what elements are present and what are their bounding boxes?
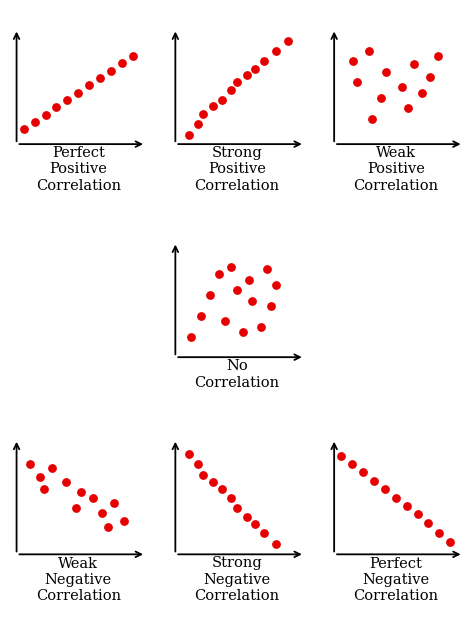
Point: [99, 508, 106, 518]
Point: [89, 492, 97, 502]
Text: Perfect
Positive
Correlation: Perfect Positive Correlation: [36, 146, 121, 193]
Point: [243, 70, 250, 80]
Point: [284, 36, 292, 46]
Text: Strong
Positive
Correlation: Strong Positive Correlation: [194, 146, 280, 193]
Point: [410, 59, 418, 69]
Point: [251, 519, 259, 529]
Point: [96, 73, 104, 83]
Point: [48, 463, 55, 473]
Point: [129, 51, 137, 61]
Point: [257, 322, 265, 332]
Point: [74, 88, 82, 98]
Point: [426, 72, 433, 82]
Point: [264, 264, 271, 274]
Point: [72, 503, 80, 513]
Point: [404, 104, 411, 114]
Point: [233, 285, 241, 295]
Point: [260, 56, 267, 66]
Point: [436, 529, 443, 539]
Point: [64, 95, 71, 105]
Point: [239, 327, 247, 337]
Text: No
Correlation: No Correlation: [194, 359, 280, 389]
Point: [368, 114, 375, 124]
Point: [185, 130, 192, 140]
Point: [260, 529, 267, 539]
Point: [105, 522, 112, 532]
Point: [197, 311, 205, 321]
Point: [350, 56, 357, 66]
Point: [365, 46, 373, 56]
Point: [267, 301, 274, 311]
Point: [219, 95, 226, 105]
Point: [419, 88, 426, 98]
Point: [209, 101, 217, 111]
Text: Strong
Negative
Correlation: Strong Negative Correlation: [194, 556, 280, 603]
Point: [398, 83, 406, 93]
Point: [233, 503, 241, 513]
Point: [251, 64, 259, 74]
Text: Weak
Negative
Correlation: Weak Negative Correlation: [36, 556, 121, 603]
Point: [107, 66, 115, 76]
Point: [120, 516, 128, 526]
Point: [215, 269, 223, 279]
Point: [110, 498, 118, 508]
Point: [227, 85, 235, 95]
Point: [348, 459, 356, 469]
Point: [353, 77, 361, 87]
Point: [227, 262, 235, 272]
Point: [62, 477, 70, 487]
Point: [77, 487, 84, 497]
Point: [383, 67, 390, 77]
Point: [359, 467, 367, 478]
Point: [337, 450, 345, 460]
Point: [187, 332, 195, 342]
Point: [227, 492, 235, 502]
Point: [194, 119, 202, 129]
Point: [219, 484, 226, 494]
Point: [425, 518, 432, 528]
Point: [36, 472, 43, 482]
Point: [272, 46, 280, 56]
Point: [272, 280, 280, 290]
Point: [414, 509, 421, 520]
Point: [370, 476, 378, 486]
Text: Perfect
Negative
Correlation: Perfect Negative Correlation: [353, 556, 438, 603]
Point: [42, 109, 49, 120]
Point: [31, 117, 38, 127]
Point: [209, 477, 217, 487]
Point: [85, 80, 93, 90]
Point: [233, 77, 241, 87]
Point: [248, 295, 255, 305]
Point: [221, 317, 228, 327]
Point: [20, 125, 27, 135]
Point: [200, 469, 207, 480]
Text: Weak
Positive
Correlation: Weak Positive Correlation: [353, 146, 438, 193]
Point: [53, 102, 60, 113]
Point: [26, 459, 34, 469]
Point: [272, 539, 280, 549]
Point: [41, 484, 48, 494]
Point: [194, 459, 202, 469]
Point: [207, 290, 214, 300]
Point: [392, 492, 400, 502]
Point: [185, 448, 192, 459]
Point: [381, 484, 389, 494]
Point: [403, 501, 410, 511]
Point: [447, 537, 454, 547]
Point: [200, 109, 207, 119]
Point: [246, 275, 253, 285]
Point: [243, 511, 250, 522]
Point: [434, 51, 442, 61]
Point: [118, 59, 126, 69]
Point: [377, 93, 385, 103]
